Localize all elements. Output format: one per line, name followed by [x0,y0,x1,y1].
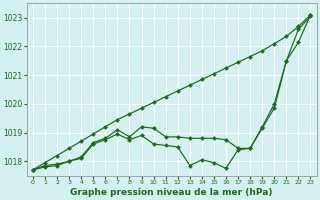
X-axis label: Graphe pression niveau de la mer (hPa): Graphe pression niveau de la mer (hPa) [70,188,273,197]
